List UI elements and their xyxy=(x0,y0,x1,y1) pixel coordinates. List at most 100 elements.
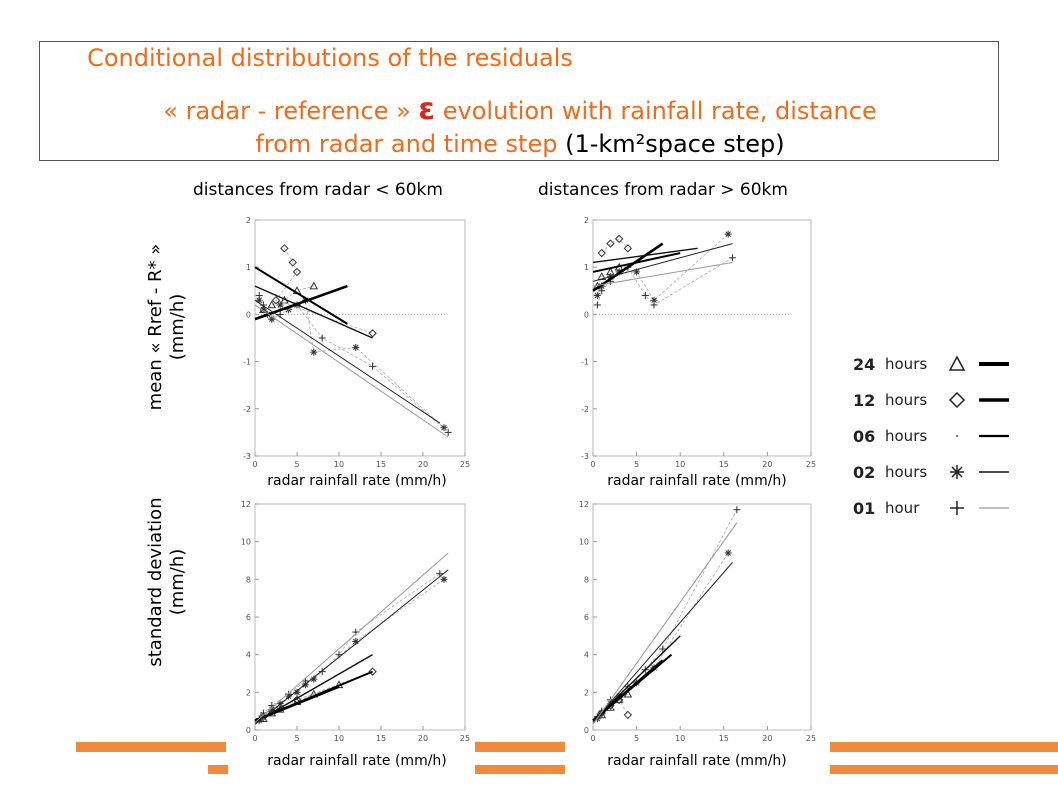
triangle-marker-icon xyxy=(948,355,1009,371)
xlabel-std-far: radar rainfall rate (mm/h) xyxy=(583,753,811,769)
legend-label: hours xyxy=(885,355,928,373)
data-trace xyxy=(258,299,445,428)
y-tick-label: 12 xyxy=(579,500,589,509)
x-tick-label: 20 xyxy=(762,734,772,743)
asterisk-point xyxy=(724,230,732,238)
x-tick-label: 25 xyxy=(460,460,470,469)
legend-code: 24 xyxy=(853,355,876,374)
data-trace xyxy=(596,266,620,287)
x-tick-label: 25 xyxy=(806,460,816,469)
x-tick-label: 10 xyxy=(675,734,685,743)
diamond-point xyxy=(623,710,633,720)
footer-bar-5 xyxy=(830,742,1058,752)
diamond-point xyxy=(606,239,615,248)
diamond-point xyxy=(292,267,302,277)
y-tick-label: 0 xyxy=(584,310,589,319)
fit-line xyxy=(254,569,449,725)
y-tick-label: 2 xyxy=(584,688,589,697)
fit-line xyxy=(592,242,664,292)
plot-frame xyxy=(592,219,812,457)
title-line-2-prefix: « radar - reference » xyxy=(163,97,419,125)
y-tick-label: 6 xyxy=(584,613,589,622)
epsilon-symbol: ε xyxy=(418,92,436,127)
y-tick-label: 10 xyxy=(241,538,251,547)
legend-item-12: 12 hours xyxy=(845,389,1057,415)
diamond-marker-icon xyxy=(948,391,1009,409)
data-trace xyxy=(596,257,733,306)
x-tick-label: 0 xyxy=(590,460,595,469)
title-line-3-orange: from radar and time step xyxy=(255,130,566,158)
diamond-point xyxy=(368,667,377,676)
mean-far-chart: 0 5 10 15 20 25 -3 -2 -1 0 1 2 xyxy=(581,216,816,469)
legend-item-02: 02 hours xyxy=(845,461,1057,487)
y-tick-label: 0 xyxy=(246,310,251,319)
plus-point xyxy=(733,506,741,514)
x-tick-label: 15 xyxy=(376,734,386,743)
x-tick-label: 0 xyxy=(590,734,595,743)
x-tick-label: 0 xyxy=(252,460,257,469)
legend-label: hour xyxy=(885,499,920,517)
y-tick-label: -2 xyxy=(243,405,251,414)
row-label-std: standard deviation (mm/h) xyxy=(145,497,189,667)
column-header-near: distances from radar < 60km xyxy=(193,180,443,200)
column-header-far: distances from radar > 60km xyxy=(538,180,788,200)
x-tick-label: 20 xyxy=(762,460,772,469)
x-tick-label: 20 xyxy=(418,734,428,743)
triangle-point xyxy=(309,281,319,290)
y-tick-label: 8 xyxy=(584,575,589,584)
dot-marker-icon xyxy=(955,434,1009,438)
x-tick-label: 5 xyxy=(294,734,299,743)
row-label-std-line-1: standard deviation xyxy=(145,497,166,667)
x-tick-label: 25 xyxy=(806,734,816,743)
diamond-point xyxy=(288,258,298,267)
legend-code: 06 xyxy=(853,427,876,446)
y-tick-label: 1 xyxy=(584,263,589,272)
x-tick-label: 5 xyxy=(634,734,639,743)
title-line-1: Conditional distributions of the residua… xyxy=(87,44,573,72)
x-tick-label: 5 xyxy=(294,460,299,469)
plus-point xyxy=(318,334,326,342)
diamond-point xyxy=(623,244,633,253)
row-label-mean-line-2: (mm/h) xyxy=(167,293,188,361)
diamond-point xyxy=(280,244,289,253)
data-trace xyxy=(258,573,441,719)
y-tick-label: -3 xyxy=(243,452,251,461)
asterisk-point xyxy=(650,296,658,304)
data-trace xyxy=(258,295,449,433)
data-trace xyxy=(601,693,629,716)
plus-point xyxy=(255,292,263,300)
y-tick-label: 4 xyxy=(584,651,589,660)
legend-code: 01 xyxy=(853,499,876,518)
y-tick-label: 12 xyxy=(241,500,251,509)
fit-line xyxy=(592,653,673,722)
y-tick-label: 6 xyxy=(246,613,251,622)
data-trace xyxy=(601,238,629,254)
y-tick-label: -1 xyxy=(581,358,589,367)
legend-item-01: 01 hour xyxy=(845,497,1057,523)
row-label-mean: mean « Rref - R* » (mm/h) xyxy=(145,227,189,427)
plus-point xyxy=(285,690,293,698)
diamond-point xyxy=(597,248,606,258)
legend-label: hours xyxy=(885,391,928,409)
legend-item-06: 06 hours xyxy=(845,425,1057,451)
data-trace xyxy=(263,684,340,720)
xlabel-mean-far: radar rainfall rate (mm/h) xyxy=(583,473,811,489)
y-tick-label: 1 xyxy=(246,263,251,272)
legend: 24 hours 12 hours 06 hours 02 hours xyxy=(845,345,1057,525)
x-tick-label: 5 xyxy=(634,460,639,469)
std-near-chart: 0 5 10 15 20 25 0 2 4 6 8 10 12 xyxy=(241,500,470,743)
fit-line xyxy=(254,284,348,321)
fit-line xyxy=(592,522,738,725)
diamond-point xyxy=(614,234,624,244)
y-tick-label: -3 xyxy=(581,452,589,461)
x-tick-label: 25 xyxy=(460,734,470,743)
asterisk-marker-icon xyxy=(950,465,1009,479)
y-tick-label: 4 xyxy=(246,651,251,660)
x-tick-label: 0 xyxy=(252,734,257,743)
y-tick-label: -1 xyxy=(243,358,251,367)
fit-line xyxy=(254,285,373,339)
footer-bar-2 xyxy=(208,765,228,774)
fit-line xyxy=(592,261,733,287)
footer-bar-6 xyxy=(830,765,1058,774)
plus-point xyxy=(659,645,667,653)
